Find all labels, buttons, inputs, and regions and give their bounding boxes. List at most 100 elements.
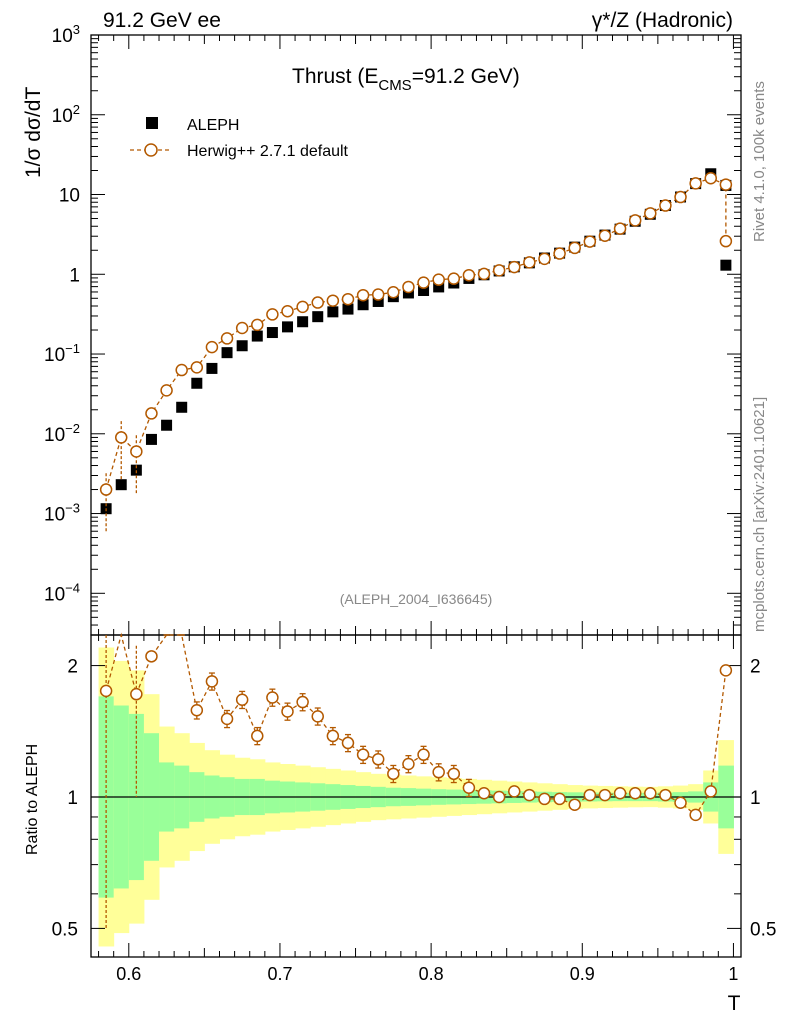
y-tick-label: 103 xyxy=(52,22,80,47)
herwig-point xyxy=(538,252,551,266)
title-sub: CMS xyxy=(378,77,411,94)
y-tick-label: 10−1 xyxy=(44,341,80,366)
mcplots-caption: mcplots.cern.ch [arXiv:2401.10621] xyxy=(751,397,768,632)
herwig-ratio-point xyxy=(296,695,309,709)
herwig-ratio-point xyxy=(613,786,627,800)
legend-aleph-marker xyxy=(146,117,158,129)
aleph-point xyxy=(236,340,248,352)
herwig-ratio-point xyxy=(704,785,718,798)
y-tick-base: 10 xyxy=(44,505,65,526)
herwig-ratio-point xyxy=(719,664,733,677)
herwig-ratio-point xyxy=(417,748,430,761)
legend-herwig-label: Herwig++ 2.7.1 default xyxy=(187,143,349,160)
herwig-point xyxy=(145,407,158,420)
y-tick-exp: −3 xyxy=(65,501,80,516)
herwig-point xyxy=(220,332,234,345)
y-tick-base: 10 xyxy=(52,106,73,127)
herwig-point xyxy=(114,431,128,444)
aleph-point xyxy=(115,479,127,491)
aleph-point xyxy=(418,284,430,296)
herwig-ratio-point xyxy=(341,736,355,750)
aleph-point xyxy=(372,295,384,307)
herwig-point xyxy=(371,288,385,301)
y-axis-label: 1/σ dσ/dT xyxy=(22,87,45,178)
herwig-ratio-point xyxy=(538,792,551,806)
herwig-point xyxy=(356,288,370,302)
y-tick-label: 10 xyxy=(59,186,80,207)
herwig-ratio-point xyxy=(462,781,476,794)
herwig-ratio-point xyxy=(598,788,612,802)
herwig-point xyxy=(251,318,264,332)
herwig-ratio-point xyxy=(628,786,642,800)
herwig-ratio-point xyxy=(235,693,249,707)
herwig-point xyxy=(704,171,718,185)
aleph-point xyxy=(720,259,732,271)
y-tick-label: 10−2 xyxy=(44,421,80,446)
chart-title: Thrust (ECMS=91.2 GeV) xyxy=(292,65,520,94)
herwig-ratio-point xyxy=(477,786,491,800)
herwig-ratio-point xyxy=(266,691,279,704)
herwig-ratio-point xyxy=(432,765,445,779)
herwig-ratio-point xyxy=(402,757,415,771)
herwig-point xyxy=(719,178,733,191)
title-post: =91.2 GeV) xyxy=(412,65,520,88)
herwig-ratio-point xyxy=(190,704,204,717)
herwig-point xyxy=(659,199,672,212)
herwig-ratio-point xyxy=(220,712,234,726)
herwig-point xyxy=(266,308,279,321)
herwig-point xyxy=(311,296,324,309)
aleph-point xyxy=(251,330,263,342)
herwig-point xyxy=(689,177,702,190)
aleph-point xyxy=(191,377,203,389)
x-tick-label: 1 xyxy=(728,964,738,984)
herwig-point xyxy=(190,361,204,374)
legend: ALEPH Herwig++ 2.7.1 default xyxy=(130,117,349,160)
x-tick-label: 0.7 xyxy=(267,964,292,984)
herwig-ratio-point xyxy=(326,729,340,743)
herwig-ratio-point xyxy=(674,796,687,810)
herwig-point xyxy=(492,264,506,277)
legend-herwig-marker xyxy=(144,143,158,157)
data-points xyxy=(99,168,733,929)
y-tick-base: 10 xyxy=(52,26,73,47)
legend-aleph-label: ALEPH xyxy=(187,117,239,134)
aleph-point xyxy=(297,316,309,328)
aleph-point xyxy=(342,303,354,315)
aleph-point xyxy=(176,401,188,413)
header-left: 91.2 GeV ee xyxy=(103,9,221,32)
aleph-point xyxy=(161,419,173,431)
herwig-ratio-point xyxy=(492,790,506,804)
herwig-point xyxy=(628,214,642,227)
herwig-point xyxy=(387,286,400,299)
ratio-tick-label-right: 2 xyxy=(750,657,761,678)
herwig-ratio-point xyxy=(689,808,702,822)
aleph-point xyxy=(282,321,294,333)
y-tick-exp: −1 xyxy=(65,341,80,356)
ratio-tick-label-left: 1 xyxy=(67,788,78,809)
herwig-ratio-point xyxy=(568,798,581,811)
herwig-point xyxy=(296,300,309,314)
herwig-point xyxy=(583,235,597,248)
herwig-ratio-point xyxy=(281,705,294,718)
title-pre: Thrust (E xyxy=(292,65,378,88)
x-tick-label: 0.6 xyxy=(116,964,141,984)
herwig-point xyxy=(644,207,657,220)
y-tick-label: 102 xyxy=(52,102,80,127)
y-tick-exp: 3 xyxy=(73,22,80,37)
herwig-ratio-point xyxy=(130,687,143,701)
herwig-ratio-point xyxy=(356,748,370,761)
herwig-point xyxy=(523,256,536,269)
herwig-ratio-point xyxy=(387,767,400,781)
herwig-point xyxy=(674,190,687,204)
herwig-point xyxy=(462,268,476,282)
herwig-ratio-point xyxy=(371,753,385,766)
y-tick-base: 10 xyxy=(44,425,65,446)
herwig-point xyxy=(130,445,143,458)
y-tick-exp: −4 xyxy=(65,580,80,595)
ratio-tick-label-right: 0.5 xyxy=(750,919,776,940)
herwig-point xyxy=(205,340,219,354)
herwig-point xyxy=(341,292,355,306)
aleph-point xyxy=(266,327,278,339)
ratio-tick-label-left: 2 xyxy=(67,657,78,678)
